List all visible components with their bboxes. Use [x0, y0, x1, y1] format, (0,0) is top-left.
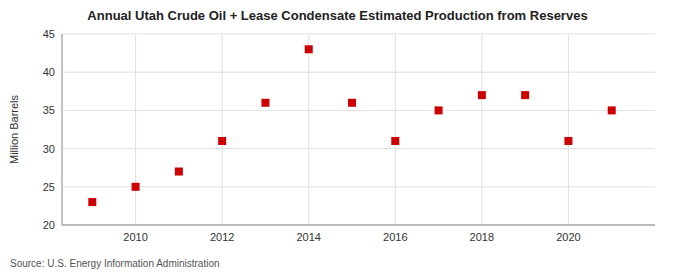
grid-line-x: [222, 34, 223, 225]
point: [391, 137, 399, 145]
point: [564, 137, 572, 145]
point: [348, 99, 356, 107]
y-tick-label: 30: [43, 143, 55, 155]
chart-title: Annual Utah Crude Oil + Lease Condensate…: [87, 8, 587, 23]
point: [305, 45, 313, 53]
source-note: Source: U.S. Energy Information Administ…: [10, 258, 220, 269]
x-tick-label: 2020: [556, 231, 580, 243]
point: [608, 106, 616, 114]
grid-line-x: [481, 34, 482, 225]
point: [478, 91, 486, 99]
grid-line-y: [62, 110, 655, 111]
point: [261, 99, 269, 107]
y-tick-label: 35: [43, 104, 55, 116]
grid: [62, 34, 655, 225]
x-tick-label: 2016: [383, 231, 407, 243]
y-tick-label: 25: [43, 181, 55, 193]
x-tick-label: 2014: [296, 231, 320, 243]
grid-line-y: [62, 148, 655, 149]
x-tick-label: 2010: [123, 231, 147, 243]
chart-svg: Annual Utah Crude Oil + Lease Condensate…: [0, 0, 675, 275]
point: [435, 106, 443, 114]
point: [218, 137, 226, 145]
data-points: [88, 45, 615, 206]
y-tick-label: 40: [43, 66, 55, 78]
grid-line-x: [308, 34, 309, 225]
grid-line-y: [62, 34, 655, 35]
y-axis-line: [62, 34, 63, 225]
point: [88, 198, 96, 206]
point: [521, 91, 529, 99]
grid-line-x: [568, 34, 569, 225]
grid-line-y: [62, 186, 655, 187]
x-tick-label: 2012: [210, 231, 234, 243]
grid-line-x: [395, 34, 396, 225]
y-axis-label: Million Barrels: [8, 94, 20, 164]
point: [175, 168, 183, 176]
point: [132, 183, 140, 191]
x-axis-line: [62, 225, 655, 226]
grid-line-y: [62, 72, 655, 73]
chart-container: Annual Utah Crude Oil + Lease Condensate…: [0, 0, 675, 275]
y-tick-label: 45: [43, 28, 55, 40]
grid-line-y: [62, 225, 655, 226]
grid-line-x: [135, 34, 136, 225]
y-tick-label: 20: [43, 219, 55, 231]
x-tick-label: 2018: [470, 231, 494, 243]
